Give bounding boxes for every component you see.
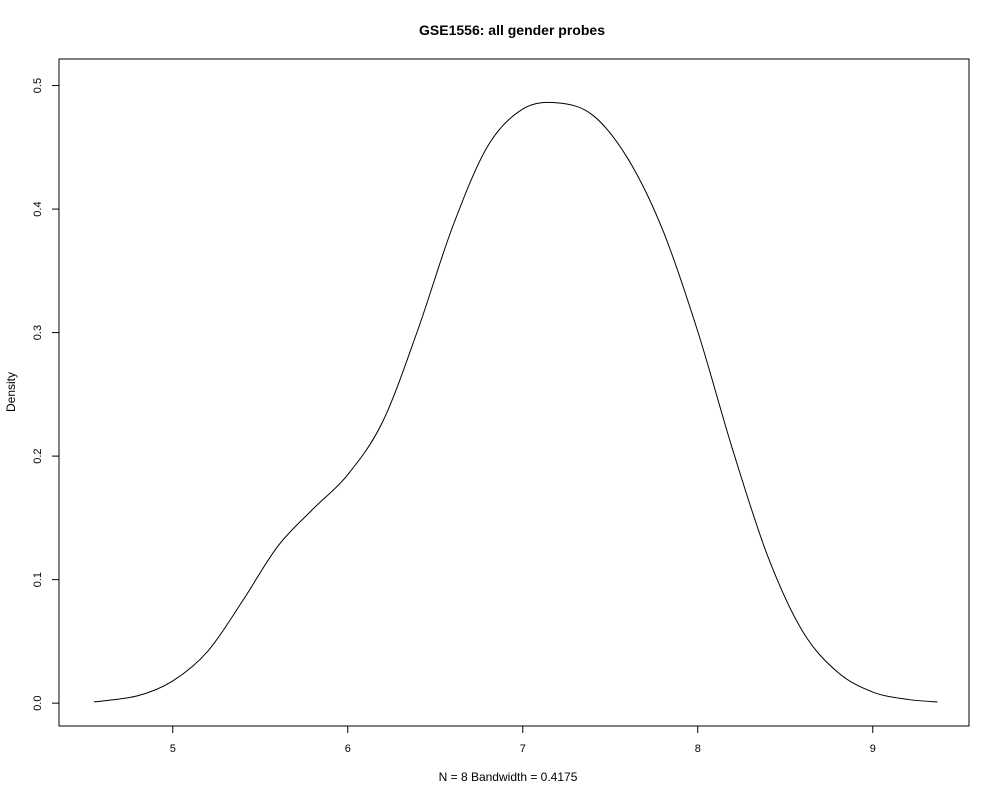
x-axis-label: N = 8 Bandwidth = 0.4175: [439, 770, 578, 784]
chart-title: GSE1556: all gender probes: [419, 22, 605, 38]
y-tick-label: 0.2: [32, 448, 44, 463]
x-tick-label: 9: [870, 743, 876, 755]
y-tick-label: 0.1: [32, 572, 44, 587]
y-tick-label: 0.0: [32, 696, 44, 711]
density-curve: [93, 101, 938, 703]
y-axis-ticks: 0.0 0.1 0.2 0.3 0.4 0.5: [32, 78, 59, 711]
x-tick-label: 8: [695, 743, 701, 755]
y-axis-label: Density: [4, 372, 18, 412]
y-tick-label: 0.5: [32, 78, 44, 93]
x-tick-label: 7: [520, 743, 526, 755]
x-tick-label: 5: [170, 743, 176, 755]
y-tick-label: 0.3: [32, 325, 44, 340]
x-tick-label: 6: [345, 743, 351, 755]
y-tick-label: 0.4: [32, 201, 44, 216]
plot-frame: [58, 58, 970, 727]
x-axis-ticks: 5 6 7 8 9: [170, 726, 876, 755]
